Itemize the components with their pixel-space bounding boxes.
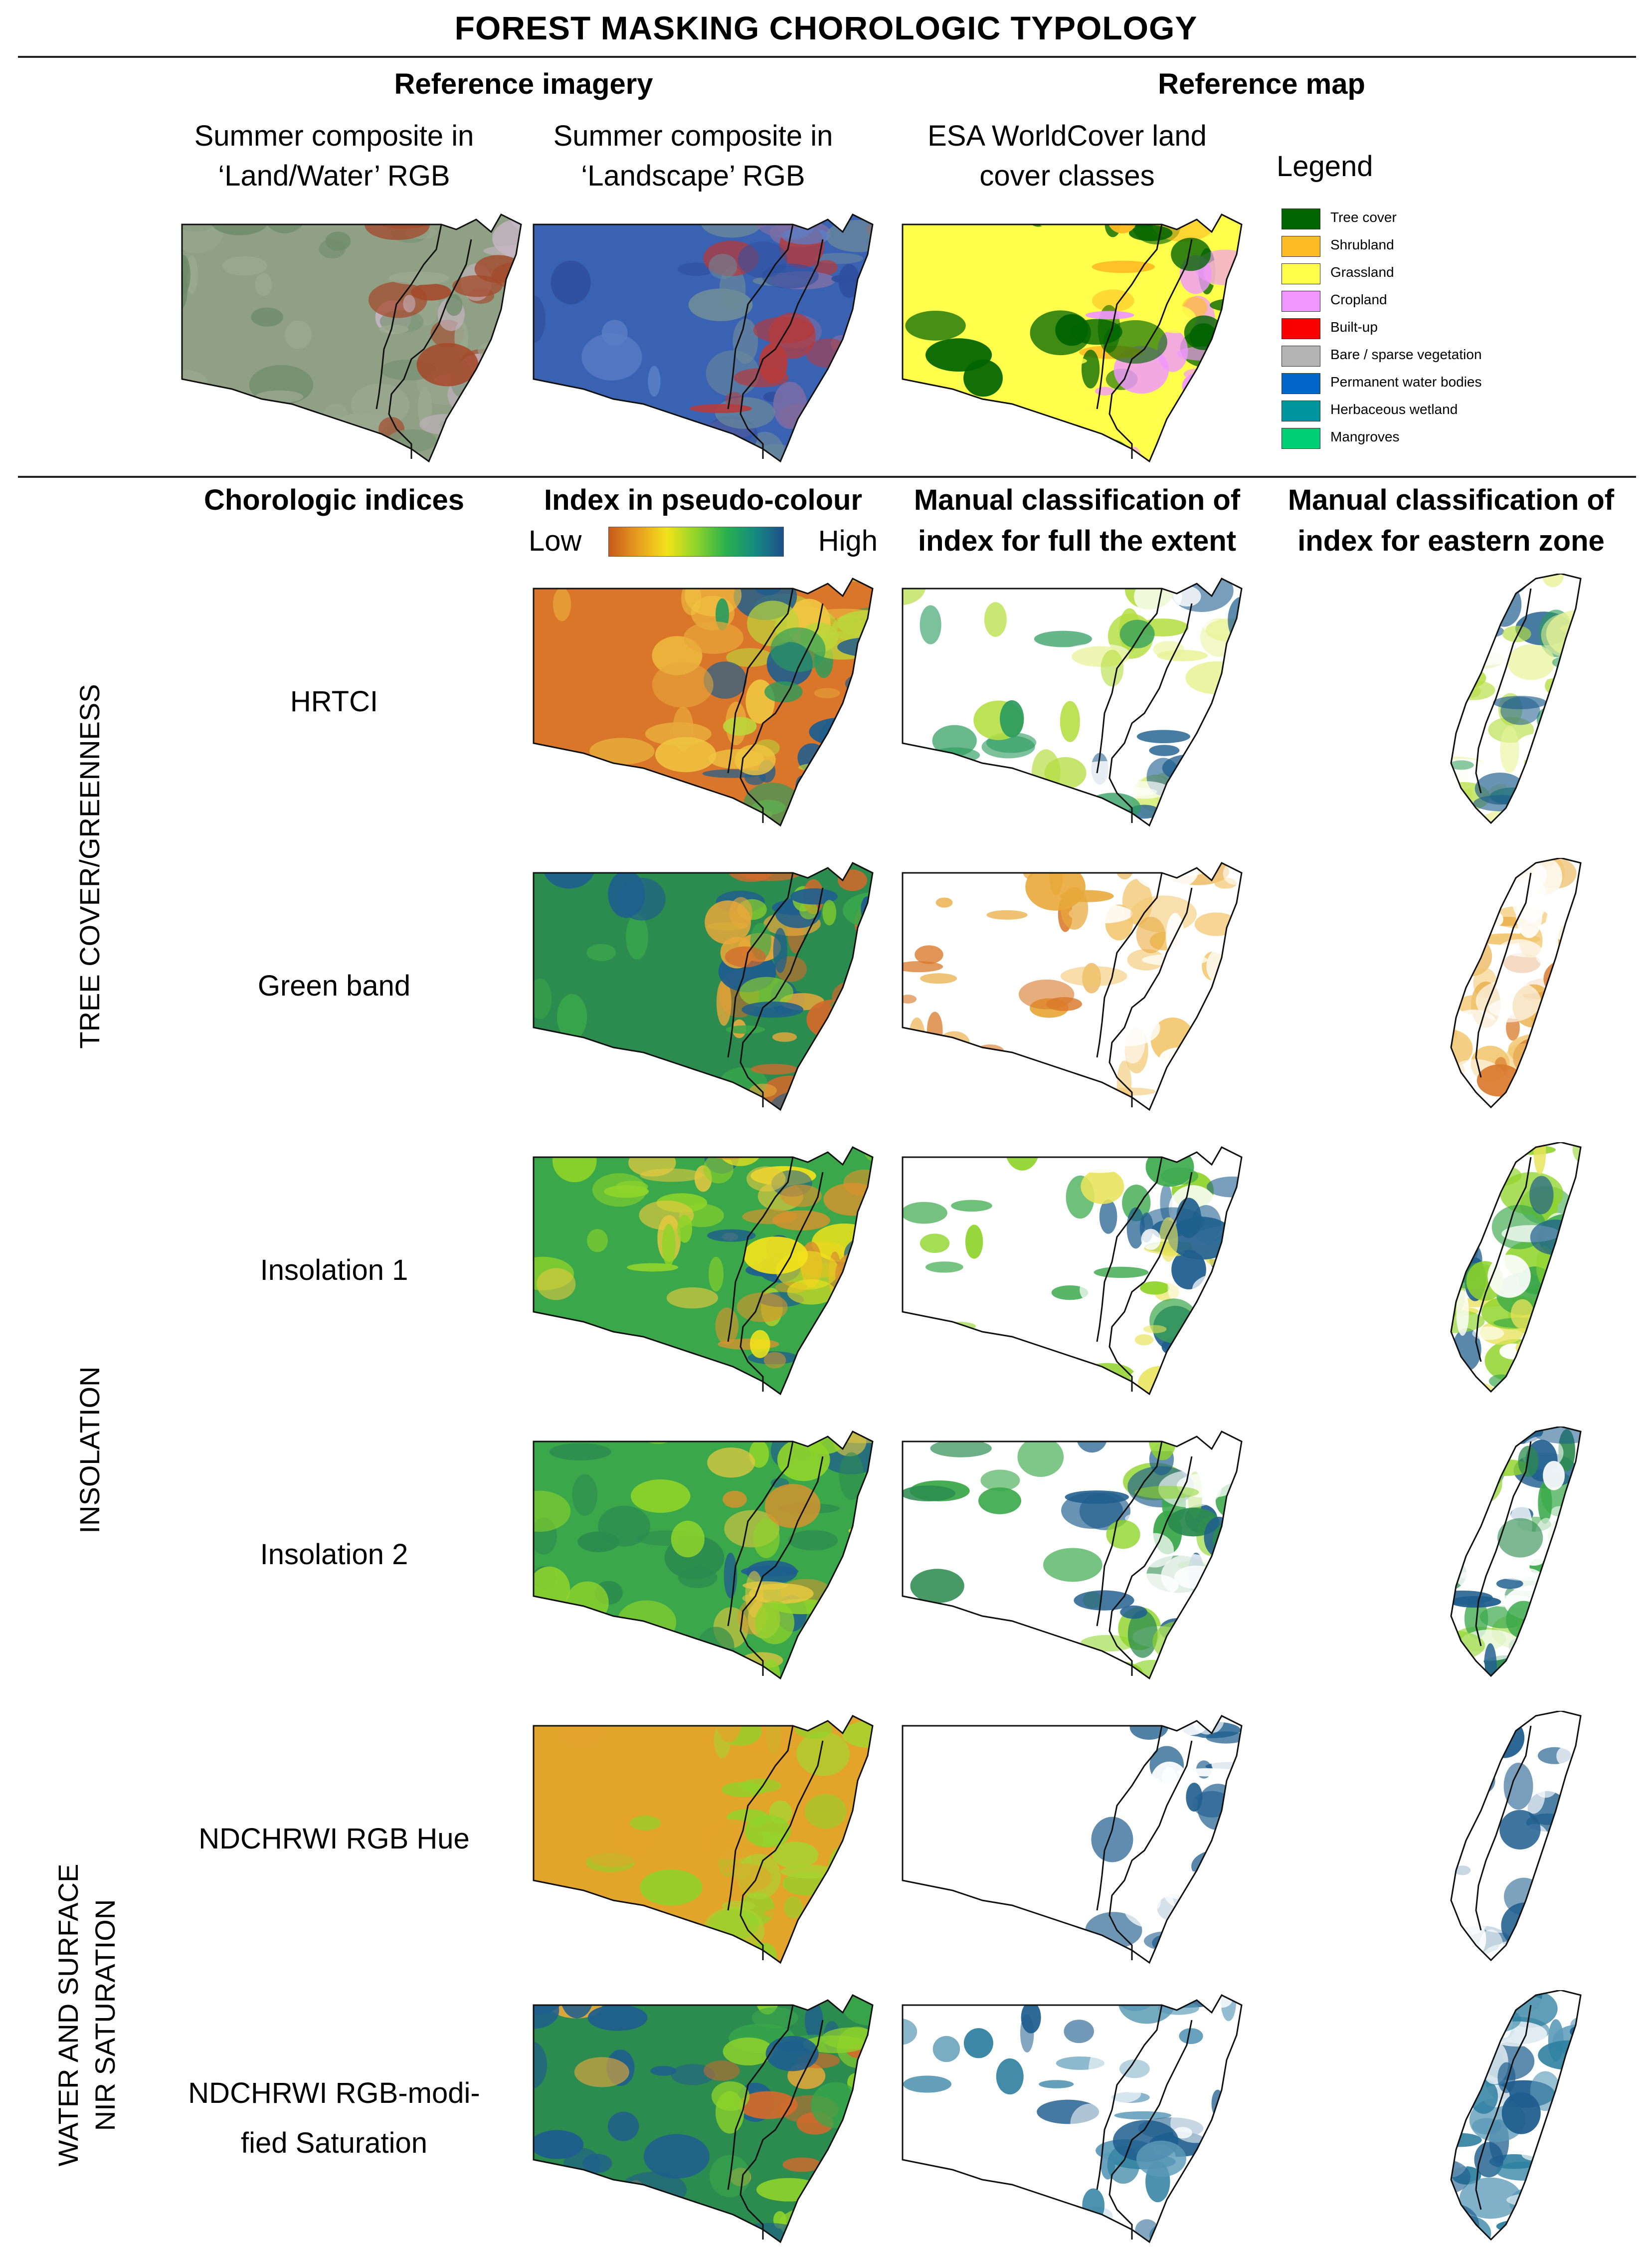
col1-caption-2: ‘Land/Water’ RGB <box>218 160 450 192</box>
hrtci-pseudo-map <box>529 574 878 833</box>
col2-caption-1: Summer composite in <box>553 120 833 152</box>
ndchrwi-sat-pseudo-map <box>529 1990 878 2250</box>
legend-title: Legend <box>1277 150 1373 183</box>
legend-swatch <box>1282 401 1320 421</box>
reference-imagery-header: Reference imagery <box>394 68 653 100</box>
col2-caption-2: ‘Landscape’ RGB <box>581 160 805 192</box>
ndchrwi-sat-manual-east-map <box>1336 1989 1652 2250</box>
legend-swatch <box>1282 291 1320 312</box>
group-label-water-2: NIR SATURATION <box>89 1899 121 2131</box>
legend-label: Tree cover <box>1330 209 1397 225</box>
legend-label: Cropland <box>1330 292 1387 307</box>
group-label-insolation: INSOLATION <box>74 1366 105 1534</box>
landwater-composite-map <box>177 209 526 469</box>
row-label-hrtci: HRTCI <box>290 685 378 718</box>
insolation1-manual-east-map <box>1336 1141 1652 1402</box>
ndchrwi-hue-pseudo-map <box>529 1711 878 1970</box>
row-label-ndchrwi-hue: NDCHRWI RGB Hue <box>198 1823 470 1855</box>
col1-caption-1: Summer composite in <box>194 120 474 152</box>
group-label-water: WATER AND SURFACE NIR SATURATION <box>50 1811 130 2220</box>
legend: Tree cover Shrubland Grassland Cropland Buil… <box>1282 208 1611 458</box>
legend-swatch <box>1282 346 1320 367</box>
legend-label: Bare / sparse vegetation <box>1330 347 1482 362</box>
legend-label: Herbaceous wetland <box>1330 402 1458 417</box>
col3-caption-2: cover classes <box>979 160 1155 192</box>
green-band-manual-full-map <box>898 858 1247 1117</box>
insolation2-manual-east-map <box>1336 1426 1652 1686</box>
legend-swatch <box>1282 208 1320 229</box>
worldcover-map <box>898 209 1247 469</box>
legend-label: Shrubland <box>1330 237 1394 252</box>
group-label-water-1: WATER AND SURFACE <box>52 1863 84 2167</box>
row-label-insolation-1: Insolation 1 <box>260 1254 408 1286</box>
manual-east-header-1: Manual classification of <box>1287 484 1615 516</box>
pseudo-colour-header: Index in pseudo-colour <box>544 484 863 516</box>
green-band-pseudo-map <box>529 858 878 1117</box>
manual-full-header-2: index for full the extent <box>918 525 1237 557</box>
ndchrwi-hue-manual-full-map <box>898 1711 1247 1970</box>
manual-east-header-2: index for eastern zone <box>1297 525 1605 557</box>
legend-swatch <box>1282 236 1320 257</box>
insolation2-manual-full-map <box>898 1427 1247 1686</box>
row-label-ndchrwi-sat-2: fied Saturation <box>240 2127 428 2159</box>
legend-swatch <box>1282 318 1320 339</box>
figure-title: FOREST MASKING CHOROLOGIC TYPOLOGY <box>454 9 1198 46</box>
col3-caption-1: ESA WorldCover land <box>927 120 1207 152</box>
insolation1-manual-full-map <box>898 1142 1247 1402</box>
legend-swatch <box>1282 263 1320 284</box>
hrtci-manual-full-map <box>898 574 1247 833</box>
pseudo-colour-scale <box>608 527 784 557</box>
landscape-composite-map <box>529 209 878 469</box>
group-label-tree-cover: TREE COVER/GREENNESS <box>74 684 105 1049</box>
legend-swatch <box>1282 373 1320 394</box>
hrtci-manual-east-map <box>1336 573 1652 833</box>
insolation2-pseudo-map <box>529 1427 878 1686</box>
ndchrwi-sat-manual-full-map <box>898 1990 1247 2250</box>
row-label-ndchrwi-sat-1: NDCHRWI RGB-modi- <box>188 2077 480 2109</box>
scale-high-label: High <box>818 525 878 557</box>
legend-label: Grassland <box>1330 264 1394 280</box>
ndchrwi-hue-manual-east-map <box>1336 1710 1652 1970</box>
insolation1-pseudo-map <box>529 1142 878 1402</box>
section-divider <box>18 476 1636 478</box>
top-divider <box>18 56 1636 58</box>
manual-full-header-1: Manual classification of <box>914 484 1241 516</box>
indices-header: Chorologic indices <box>203 484 465 516</box>
reference-map-header: Reference map <box>1158 68 1365 100</box>
legend-swatch <box>1282 428 1320 449</box>
scale-low-label: Low <box>529 525 582 557</box>
green-band-manual-east-map <box>1336 857 1652 1117</box>
legend-label: Built-up <box>1330 319 1378 335</box>
row-label-insolation-2: Insolation 2 <box>260 1538 408 1571</box>
legend-label: Mangroves <box>1330 429 1400 444</box>
row-label-green-band: Green band <box>257 970 411 1002</box>
legend-label: Permanent water bodies <box>1330 374 1482 390</box>
